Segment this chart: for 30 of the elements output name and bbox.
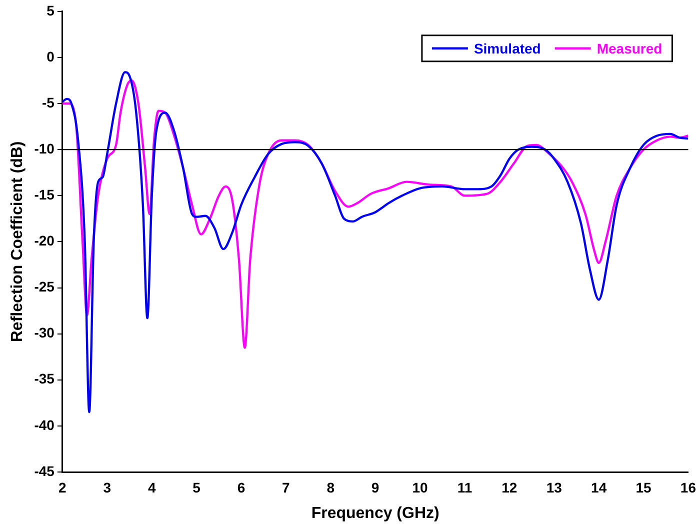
x-tick-label: 5: [192, 479, 201, 496]
y-tick-label: -30: [34, 324, 55, 341]
y-tick-label: -20: [34, 232, 55, 249]
x-tick-label: 7: [282, 479, 290, 496]
x-tick-label: 9: [371, 479, 380, 496]
y-tick-label: -45: [34, 462, 55, 479]
legend-label: Simulated: [474, 40, 541, 56]
y-tick-label: -40: [34, 416, 55, 433]
x-tick-label: 3: [103, 479, 112, 496]
legend-label: Measured: [596, 40, 662, 56]
x-tick-label: 13: [546, 479, 562, 496]
y-tick-label: -25: [34, 278, 55, 295]
y-tick-label: -35: [34, 370, 55, 387]
y-tick-label: -15: [34, 186, 55, 202]
x-tick-label: 15: [636, 479, 652, 496]
x-tick-label: 2: [58, 479, 67, 496]
x-tick-label: 4: [148, 479, 156, 496]
y-tick-label: 5: [46, 2, 55, 18]
y-tick-label: 0: [46, 48, 55, 64]
x-axis-title: Frequency (GHz): [311, 504, 440, 522]
y-axis-title: Reflection Coefficient (dB): [9, 141, 26, 342]
x-tick-label: 6: [237, 479, 246, 496]
y-tick-label: -10: [34, 140, 55, 156]
x-tick-label: 8: [326, 479, 335, 496]
x-tick-label: 14: [591, 479, 607, 496]
y-tick-label: -5: [42, 94, 55, 110]
x-tick-label: 11: [457, 479, 472, 496]
x-tick-label: 12: [502, 479, 518, 496]
x-tick-label: 16: [680, 479, 696, 496]
x-tick-label: 10: [412, 479, 428, 496]
